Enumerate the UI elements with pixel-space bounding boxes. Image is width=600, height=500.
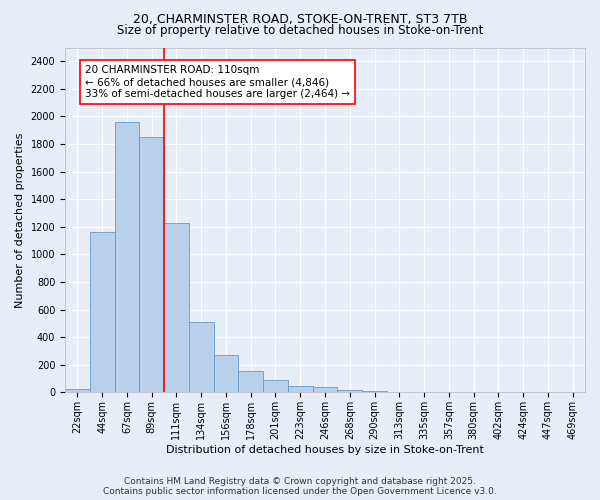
Text: Contains HM Land Registry data © Crown copyright and database right 2025.
Contai: Contains HM Land Registry data © Crown c… — [103, 476, 497, 496]
Y-axis label: Number of detached properties: Number of detached properties — [15, 132, 25, 308]
Bar — [362, 391, 387, 392]
Bar — [115, 122, 139, 392]
Bar — [65, 389, 90, 392]
Bar — [164, 222, 189, 392]
Bar — [263, 380, 288, 392]
Bar — [238, 371, 263, 392]
Text: 20 CHARMINSTER ROAD: 110sqm
← 66% of detached houses are smaller (4,846)
33% of : 20 CHARMINSTER ROAD: 110sqm ← 66% of det… — [85, 66, 350, 98]
Bar — [288, 386, 313, 392]
Bar — [337, 390, 362, 392]
Bar — [189, 322, 214, 392]
Bar — [90, 232, 115, 392]
Bar — [214, 355, 238, 393]
Text: 20, CHARMINSTER ROAD, STOKE-ON-TRENT, ST3 7TB: 20, CHARMINSTER ROAD, STOKE-ON-TRENT, ST… — [133, 12, 467, 26]
Bar — [313, 388, 337, 392]
Text: Size of property relative to detached houses in Stoke-on-Trent: Size of property relative to detached ho… — [117, 24, 483, 37]
Bar — [139, 137, 164, 392]
X-axis label: Distribution of detached houses by size in Stoke-on-Trent: Distribution of detached houses by size … — [166, 445, 484, 455]
